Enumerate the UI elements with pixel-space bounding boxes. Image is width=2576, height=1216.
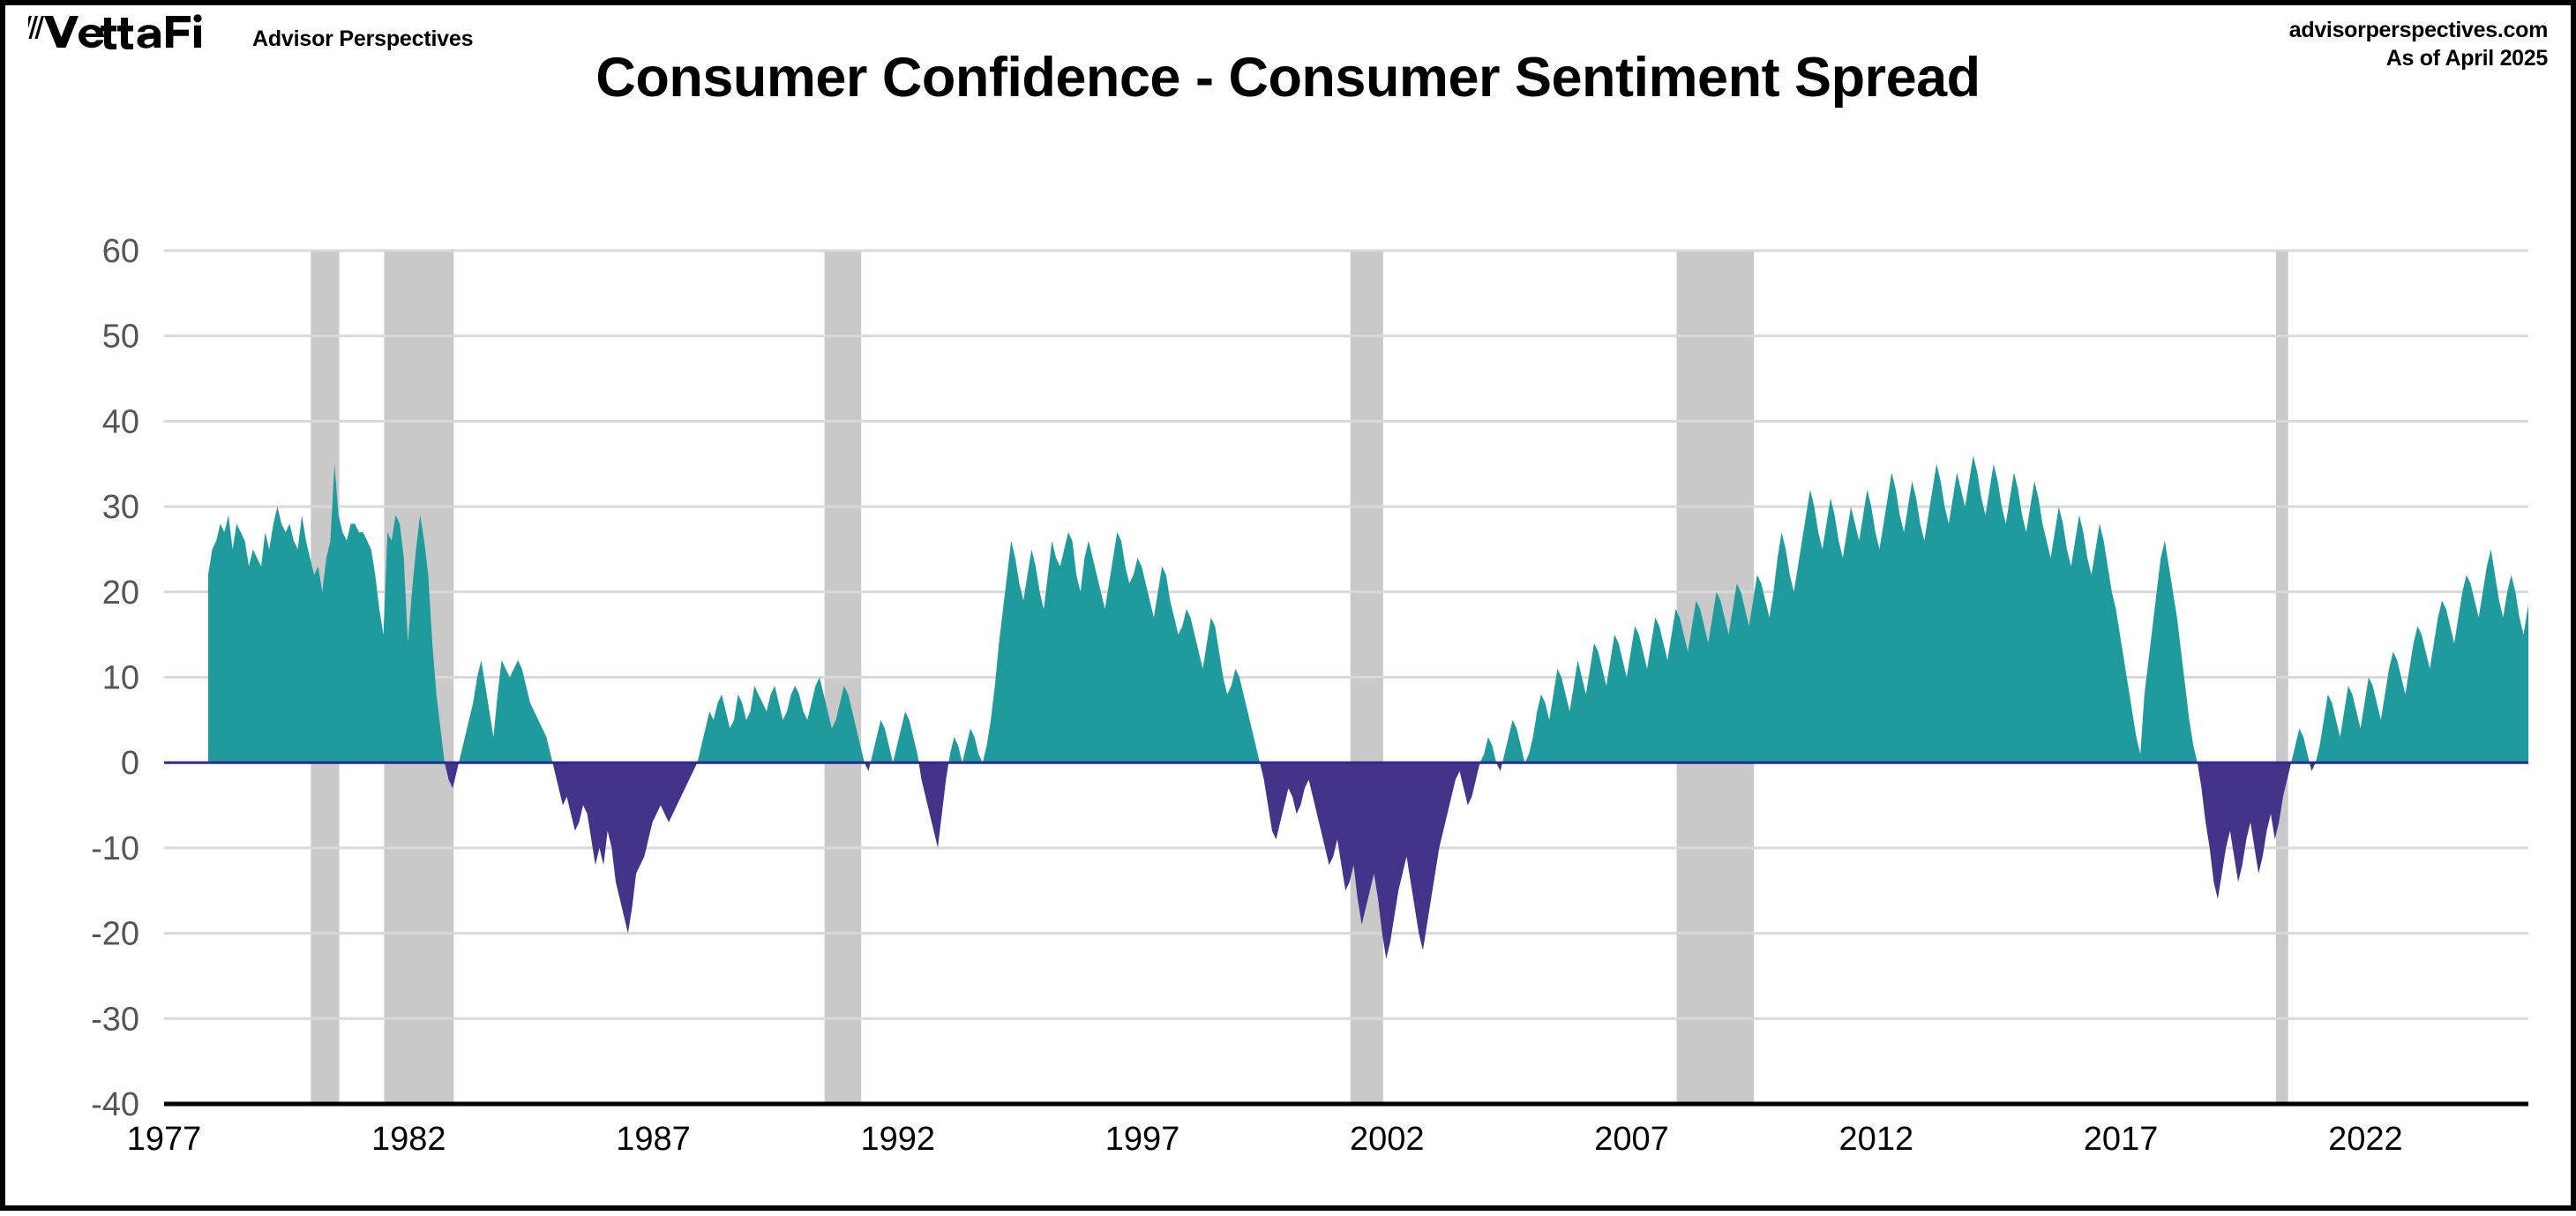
y-axis-tick-label: 20 <box>102 574 139 612</box>
y-axis-tick-label: -30 <box>91 1001 139 1038</box>
x-axis-tick-label: 1997 <box>1105 1121 1180 1158</box>
y-axis-tick-label: 30 <box>102 489 139 526</box>
y-axis-tick-label: -20 <box>91 916 139 953</box>
chart-container: 60 50 40 30 20 10 0 -10 -20 -30 -40 1977 1982 1987 19… <box>5 5 2576 1216</box>
y-axis-tick-label: 10 <box>102 660 139 697</box>
brand-block: Advisor Perspectives <box>28 14 474 53</box>
source-asof-date: As of April 2025 <box>2385 46 2549 71</box>
x-axis-tick-label: 1992 <box>861 1121 936 1158</box>
y-axis-tick-label: 40 <box>102 403 139 440</box>
positive-spread-area <box>207 455 2528 763</box>
source-block: advisorperspectives.com As of April 2025 <box>2288 16 2549 72</box>
x-axis-tick-label: 2007 <box>1594 1121 1669 1158</box>
x-axis-tick-label: 1982 <box>371 1121 446 1158</box>
source-website: advisorperspectives.com <box>2288 18 2549 42</box>
x-axis-tick-label: 2017 <box>2084 1121 2159 1158</box>
y-axis-tick-label: 0 <box>121 745 139 782</box>
vettafi-logo-icon <box>28 14 233 53</box>
x-axis-tick-label: 1977 <box>127 1121 202 1158</box>
page-header: Advisor Perspectives advisorperspectives… <box>5 5 2571 90</box>
brand-subtitle: Advisor Perspectives <box>252 26 474 51</box>
y-axis-tick-label: 50 <box>102 319 139 356</box>
x-axis-tick-labels: 1977 1982 1987 1992 1997 2002 2007 2012 2017 2022 <box>127 1121 2403 1158</box>
data-area-group <box>207 455 2528 959</box>
gridlines-group <box>164 249 2528 1020</box>
x-axis-tick-label: 2002 <box>1350 1121 1425 1158</box>
x-axis-tick-label: 2012 <box>1839 1121 1914 1158</box>
y-axis-tick-label: -10 <box>91 830 139 867</box>
x-axis-tick-label: 1987 <box>616 1121 691 1158</box>
chart-title: Consumer Confidence - Consumer Sentiment… <box>595 47 1981 109</box>
y-axis-tick-label: -40 <box>91 1086 139 1123</box>
y-axis-tick-label: 60 <box>102 233 139 270</box>
negative-spread-area <box>444 762 2316 959</box>
y-axis-tick-labels: 60 50 40 30 20 10 0 -10 -20 -30 -40 <box>91 233 139 1123</box>
x-axis-tick-label: 2022 <box>2328 1121 2403 1158</box>
